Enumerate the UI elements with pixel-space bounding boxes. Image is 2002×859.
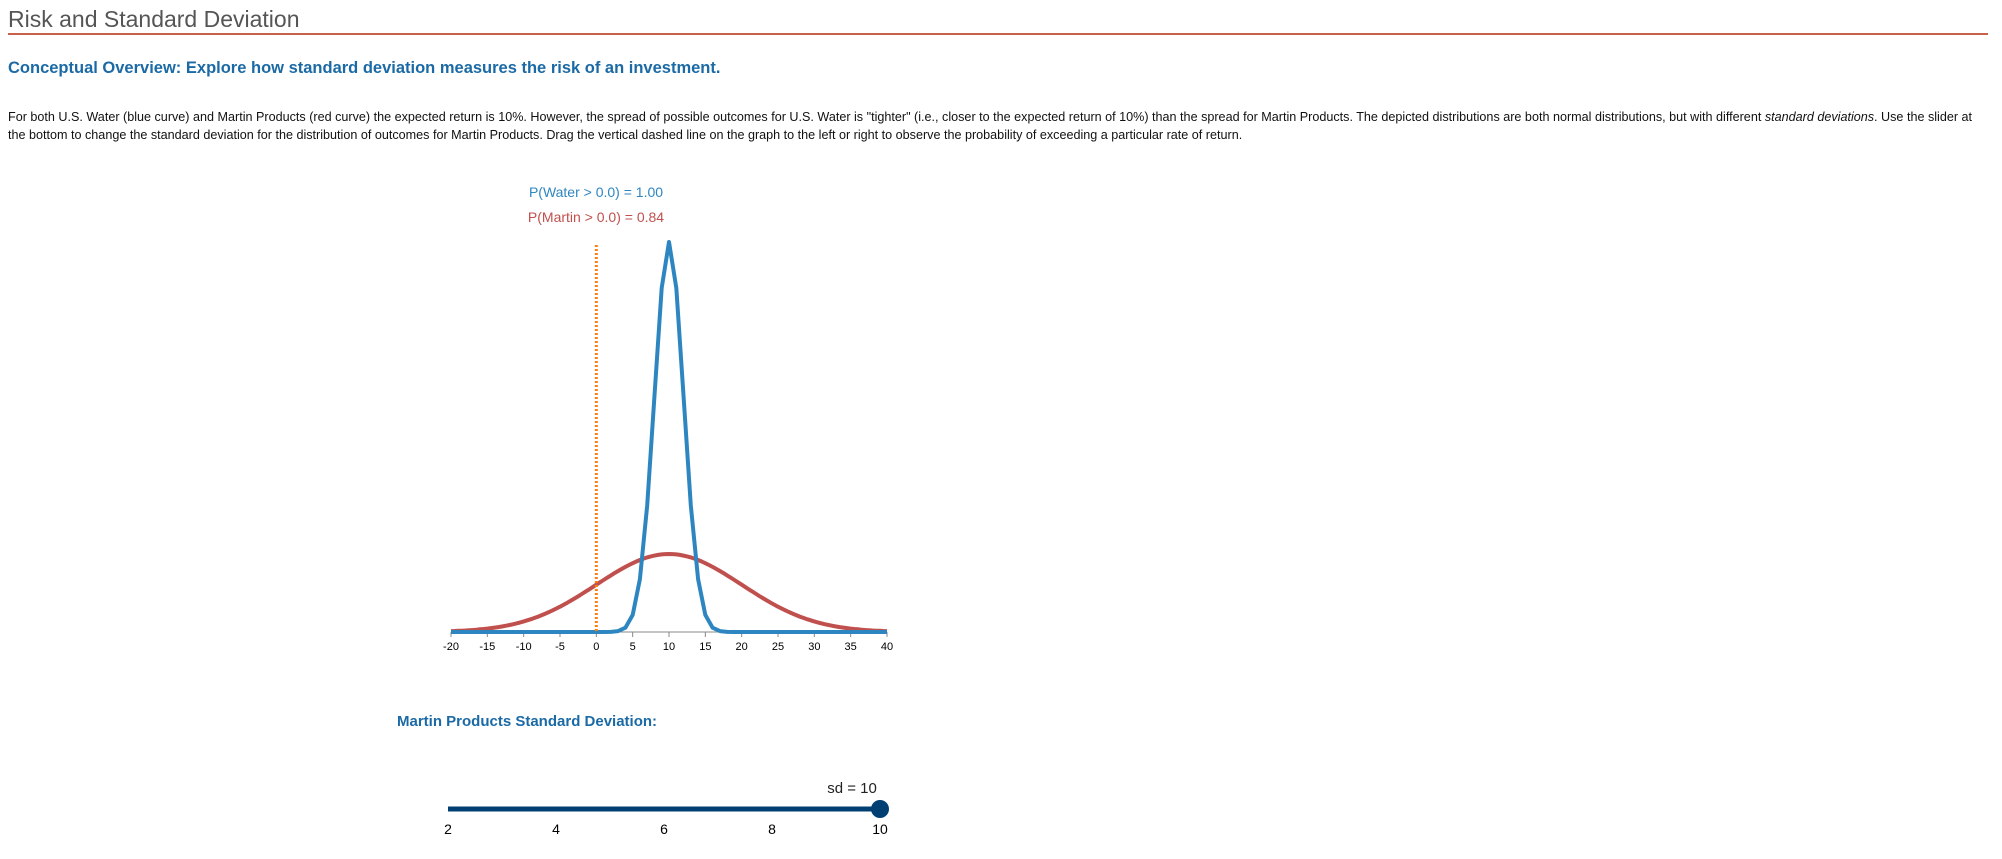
slider-tick-label: 4 — [552, 821, 560, 837]
x-tick-label: -20 — [443, 641, 459, 653]
x-tick-label: 25 — [772, 641, 784, 653]
slider-value-label: sd = 10 — [827, 780, 877, 797]
description-text-end: . Use the slider at the bottom to change… — [8, 110, 1973, 142]
water-probability-label: P(Water > 0.0) = 1.00 — [529, 184, 663, 200]
martin-curve — [450, 552, 888, 634]
slider-tick-label: 10 — [872, 821, 888, 837]
page-title: Risk and Standard Deviation — [8, 6, 300, 32]
description-emphasis: standard deviations — [1764, 110, 1875, 124]
x-tick-label: 40 — [881, 641, 893, 653]
x-tick-label: -5 — [555, 641, 565, 653]
x-tick-label: 0 — [593, 641, 599, 653]
overview-heading: Conceptual Overview: Explore how standar… — [8, 59, 721, 77]
x-tick-label: 15 — [699, 641, 711, 653]
description-paragraph: For both U.S. Water (blue curve) and Mar… — [8, 108, 1983, 144]
description-text: For both U.S. Water (blue curve) and Mar… — [8, 110, 1765, 124]
water-curve — [451, 240, 887, 634]
slider-tick-label: 2 — [444, 821, 452, 837]
x-tick-label: -15 — [479, 641, 495, 653]
x-tick-label: 5 — [630, 641, 636, 653]
martin-probability-label: P(Martin > 0.0) = 0.84 — [528, 209, 664, 225]
x-tick-label: 20 — [736, 641, 748, 653]
x-tick-label: 10 — [663, 641, 675, 653]
title-divider — [8, 33, 1988, 35]
slider-tick-label: 6 — [660, 821, 668, 837]
x-tick-label: 35 — [845, 641, 857, 653]
x-tick-label: 30 — [808, 641, 820, 653]
slider-tick-label: 8 — [768, 821, 776, 837]
x-tick-label: -10 — [516, 641, 532, 653]
slider-handle[interactable] — [871, 800, 889, 818]
slider-label: Martin Products Standard Deviation: — [397, 713, 658, 730]
